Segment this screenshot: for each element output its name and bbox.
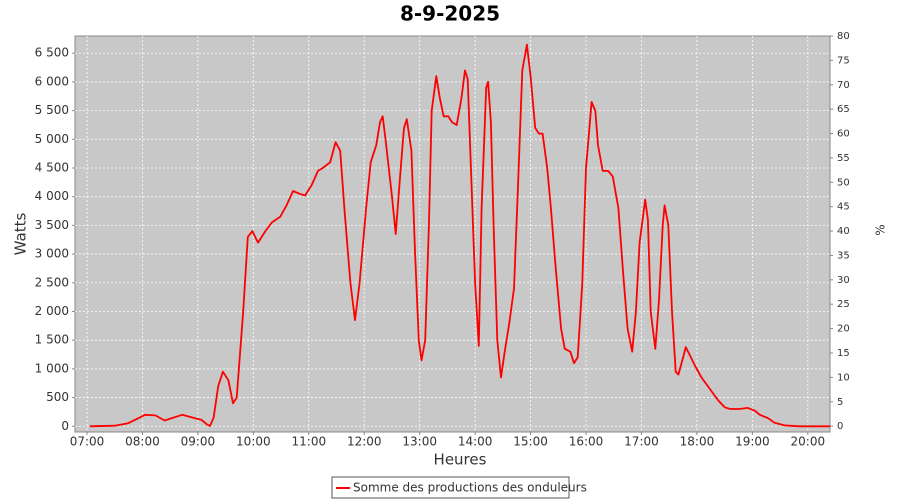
x-tick-label: 17:00	[624, 435, 659, 449]
y-tick-label: 6 500	[35, 46, 69, 60]
y2-tick-label: 25	[837, 299, 850, 310]
y2-tick-label: 0	[837, 421, 843, 432]
y2-tick-label: 40	[837, 226, 850, 237]
y-tick-label: 5 500	[35, 103, 69, 117]
y-tick-label: 2 500	[35, 275, 69, 289]
x-tick-label: 12:00	[347, 435, 382, 449]
chart-title: 8-9-2025	[400, 2, 500, 26]
x-tick-label: 15:00	[513, 435, 548, 449]
y-tick-label: 4 500	[35, 161, 69, 175]
x-tick-label: 10:00	[236, 435, 271, 449]
y2-tick-label: 20	[837, 324, 850, 335]
x-tick-label: 19:00	[735, 435, 770, 449]
y-axis-label: Watts	[12, 213, 30, 256]
y2-tick-label: 60	[837, 129, 850, 140]
y2-tick-label: 5	[837, 397, 843, 408]
y-tick-label: 4 000	[35, 189, 69, 203]
y-tick-label: 3 000	[35, 247, 69, 261]
y2-tick-label: 50	[837, 177, 850, 188]
y2-tick-label: 45	[837, 202, 850, 213]
y-tick-label: 6 000	[35, 74, 69, 88]
y2-tick-label: 80	[837, 31, 850, 42]
x-tick-label: 18:00	[680, 435, 715, 449]
x-tick-label: 16:00	[569, 435, 604, 449]
x-tick-label: 08:00	[125, 435, 160, 449]
y2-tick-label: 35	[837, 250, 850, 261]
plot-area	[74, 35, 831, 433]
y-tick-label: 500	[46, 390, 69, 404]
y2-tick-label: 65	[837, 104, 850, 115]
legend-label: Somme des productions des onduleurs	[353, 481, 587, 495]
x-tick-label: 20:00	[791, 435, 826, 449]
y2-tick-label: 30	[837, 275, 850, 286]
y2-tick-label: 75	[837, 55, 850, 66]
y-tick-label: 2 000	[35, 304, 69, 318]
y2-tick-label: 15	[837, 348, 850, 359]
y-tick-label: 3 500	[35, 218, 69, 232]
y-tick-label: 1 000	[35, 361, 69, 375]
y-tick-label: 5 000	[35, 132, 69, 146]
x-axis-label: Heures	[434, 451, 487, 469]
x-tick-label: 11:00	[292, 435, 327, 449]
legend	[331, 476, 570, 499]
x-tick-label: 13:00	[402, 435, 437, 449]
y-tick-label: 0	[61, 419, 69, 433]
y2-axis-label: %	[874, 224, 888, 235]
series-line	[89, 43, 830, 428]
x-tick-label: 07:00	[70, 435, 105, 449]
y2-tick-label: 70	[837, 80, 850, 91]
y-tick-label: 1 500	[35, 333, 69, 347]
x-tick-label: 09:00	[181, 435, 216, 449]
y2-tick-label: 55	[837, 153, 850, 164]
x-tick-label: 14:00	[458, 435, 493, 449]
y2-tick-label: 10	[837, 372, 850, 383]
